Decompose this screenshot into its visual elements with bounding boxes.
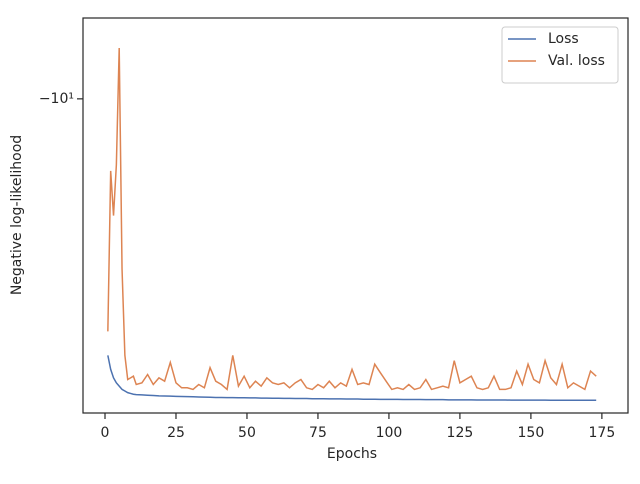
x-tick-label: 100 (376, 425, 403, 441)
x-tick-label: 125 (447, 425, 474, 441)
x-tick-label: 0 (101, 425, 110, 441)
legend-label: Loss (548, 31, 579, 47)
x-tick-label: 50 (238, 425, 256, 441)
y-axis-label: Negative log-likelihood (9, 135, 25, 295)
series-line (107, 355, 597, 402)
x-tick-label: 150 (518, 425, 545, 441)
x-tick-label: 175 (589, 425, 616, 441)
legend-label: Val. loss (548, 53, 605, 69)
y-tick-label: −10¹ (39, 91, 74, 107)
x-tick-label: 25 (167, 425, 185, 441)
series-line (107, 47, 597, 391)
plot-frame (82, 17, 629, 414)
legend-box (501, 26, 619, 84)
x-axis-label: Epochs (327, 446, 377, 462)
x-tick-label: 75 (309, 425, 327, 441)
